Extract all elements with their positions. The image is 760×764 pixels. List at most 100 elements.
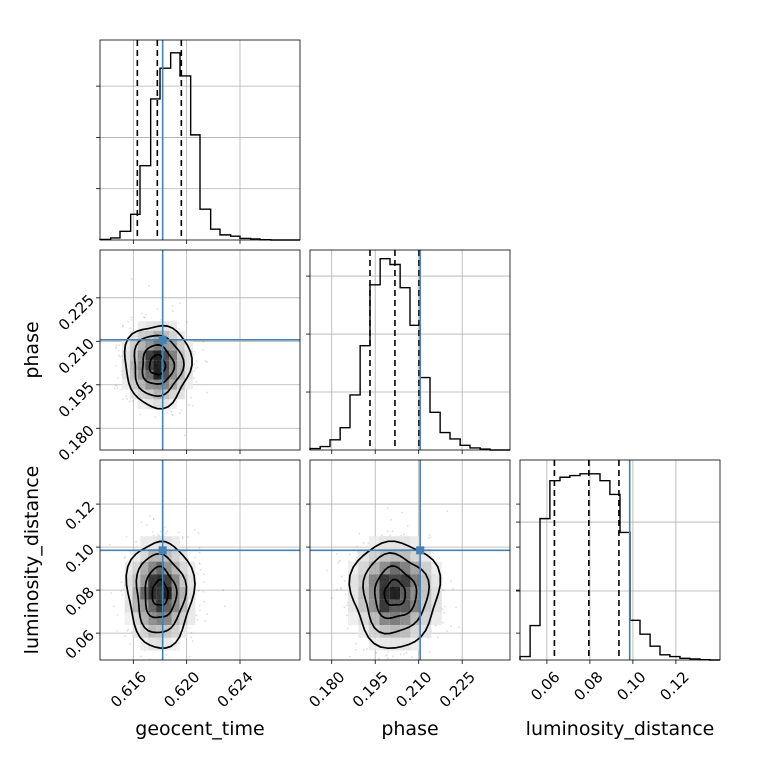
sample-point	[343, 580, 346, 582]
density-cell	[163, 574, 172, 587]
contour-level-3	[348, 540, 442, 650]
sample-point	[116, 629, 119, 632]
sample-point	[206, 613, 209, 616]
sample-point	[144, 316, 146, 319]
y-tick-label-phase: 0.180	[55, 422, 98, 465]
truth-marker	[158, 335, 167, 344]
truth-marker	[158, 546, 167, 555]
sample-point	[124, 635, 127, 638]
sample-point	[429, 536, 432, 539]
y-tick-label-luminosity_distance: 0.12	[62, 497, 98, 533]
sample-point	[198, 562, 201, 565]
sample-point	[168, 409, 171, 411]
sample-point	[171, 305, 174, 307]
density-cell	[145, 350, 154, 361]
density-cell	[163, 561, 172, 575]
sample-point	[144, 693, 146, 695]
sample-point	[115, 347, 118, 349]
density-frame-geocent_time-luminosity_distance	[99, 459, 301, 661]
density-cell	[348, 574, 359, 587]
density-cell	[421, 561, 432, 575]
density-cell	[137, 370, 146, 380]
sample-point	[452, 588, 455, 590]
density-cell	[410, 637, 421, 651]
histogram-luminosity_distance	[519, 473, 720, 661]
density-cell	[171, 637, 180, 651]
density-cell	[431, 599, 442, 613]
density-panel-geocent_time-luminosity_distance	[100, 460, 300, 695]
sample-point	[190, 636, 193, 638]
hist-frame-phase	[309, 249, 511, 451]
density-cell	[161, 350, 170, 361]
x-tick-label-luminosity_distance: 0.12	[656, 668, 692, 704]
density-cell	[169, 370, 177, 380]
sample-point	[125, 535, 128, 538]
sample-point	[442, 589, 445, 591]
sample-point	[455, 606, 457, 609]
density-cell	[137, 389, 146, 400]
sample-point	[118, 344, 121, 347]
sample-point	[204, 620, 207, 622]
sample-point	[399, 653, 402, 655]
sample-point	[177, 531, 180, 534]
sample-point	[120, 590, 122, 593]
sample-point	[326, 569, 328, 572]
density-cell	[156, 536, 164, 549]
sample-point	[346, 614, 348, 617]
density-cell	[145, 321, 154, 331]
density-cell	[161, 340, 170, 351]
sample-point	[145, 524, 148, 526]
density-cell	[169, 340, 177, 351]
sample-point	[355, 642, 358, 645]
density-cell	[179, 599, 188, 613]
sample-point	[181, 537, 184, 540]
density-cell	[140, 599, 149, 613]
density-cell	[184, 360, 193, 370]
y-tick-label-luminosity_distance: 0.08	[62, 583, 98, 619]
density-cell	[379, 625, 390, 638]
density-cell	[121, 370, 130, 380]
sample-point	[188, 404, 191, 406]
sample-point	[337, 562, 339, 564]
density-cell	[163, 548, 172, 562]
density-cell	[421, 587, 432, 600]
density-cell	[137, 360, 146, 370]
density-cell	[132, 548, 141, 562]
density-cell	[400, 561, 411, 575]
density-cell	[368, 574, 380, 587]
density-cell	[161, 399, 170, 410]
density-cell	[368, 612, 380, 626]
density-cell	[400, 574, 411, 587]
density-cell	[132, 587, 141, 600]
sample-point	[193, 529, 196, 531]
sample-point	[186, 536, 189, 538]
density-cell	[156, 599, 164, 613]
sample-point	[160, 319, 162, 321]
sample-point	[119, 356, 121, 358]
sample-point	[121, 324, 124, 327]
density-cell	[421, 612, 432, 626]
density-cell	[410, 625, 421, 638]
density-cell	[145, 340, 154, 351]
density-cell	[140, 574, 149, 587]
sample-point	[339, 559, 342, 562]
density-cell	[156, 574, 164, 587]
x-tick-label-luminosity_distance: 0.08	[570, 668, 606, 704]
sample-point	[336, 588, 338, 591]
density-panel-phase-luminosity_distance	[310, 460, 510, 660]
sample-point	[148, 284, 150, 287]
sample-point	[194, 367, 197, 370]
density-cell	[179, 625, 188, 638]
sample-point	[121, 398, 124, 400]
contour-level-0	[151, 578, 169, 607]
sample-point	[195, 360, 198, 362]
density-cell	[348, 612, 359, 626]
density-panel-geocent_time-phase	[100, 250, 300, 450]
sample-point	[160, 530, 162, 533]
sample-point	[124, 555, 127, 558]
sample-point	[123, 557, 126, 559]
density-cell	[179, 561, 188, 575]
density-cell	[358, 625, 369, 638]
sample-point	[384, 655, 387, 657]
contour-level-0	[383, 578, 407, 607]
